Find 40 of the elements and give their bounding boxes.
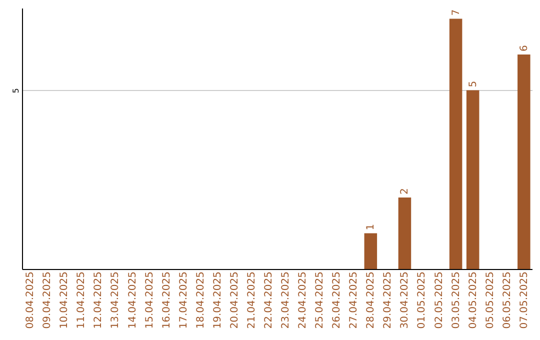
x-tick-label: 12.04.2025 [93,272,104,329]
bar [518,54,530,269]
data-label: 1 [366,224,377,230]
x-tick-label: 03.05.2025 [450,272,462,329]
x-tick-label: 04.05.2025 [468,272,479,329]
bar [364,233,378,269]
x-tick-label: 05.05.2025 [484,272,496,329]
data-label: 5 [468,80,479,88]
bar [466,90,480,269]
data-label: 6 [518,45,530,52]
x-tick-label: 20.04.2025 [229,272,240,329]
bar [449,18,462,269]
x-tick-label: 24.04.2025 [298,272,309,329]
x-tick-label: 01.05.2025 [416,272,428,329]
x-tick-label: 14.04.2025 [127,272,138,329]
x-tick-label: 16.04.2025 [161,272,172,329]
x-tick-label: 10.04.2025 [59,272,70,329]
data-label: 7 [450,9,462,16]
bar [398,197,412,269]
x-tick-label: 15.04.2025 [144,272,156,329]
x-tick-label: 22.04.2025 [263,272,274,329]
x-tick-label: 02.05.2025 [434,272,445,329]
x-tick-label: 27.04.2025 [348,272,360,329]
x-tick-label: 29.04.2025 [382,272,394,329]
x-tick-label: 18.04.2025 [195,272,206,329]
data-label: 2 [400,188,411,194]
x-tick-label: 30.04.2025 [400,272,411,329]
x-tick-label: 13.04.2025 [110,272,122,329]
x-tick-label: 11.04.2025 [76,272,88,329]
x-tick-label: 17.04.2025 [178,272,190,329]
x-tick-label: 09.04.2025 [42,272,54,329]
x-tick-label: 23.04.2025 [280,272,292,329]
x-tick-label: 25.04.2025 [314,272,326,329]
x-tick-label: 07.05.2025 [518,272,530,329]
x-tick-label: 26.04.2025 [332,272,343,329]
x-tick-label: 28.04.2025 [366,272,377,329]
x-tick-label: 06.05.2025 [502,272,513,329]
x-tick-label: 19.04.2025 [212,272,224,329]
x-tick-label: 21.04.2025 [246,272,258,329]
x-tick-label: 08.04.2025 [25,272,36,329]
